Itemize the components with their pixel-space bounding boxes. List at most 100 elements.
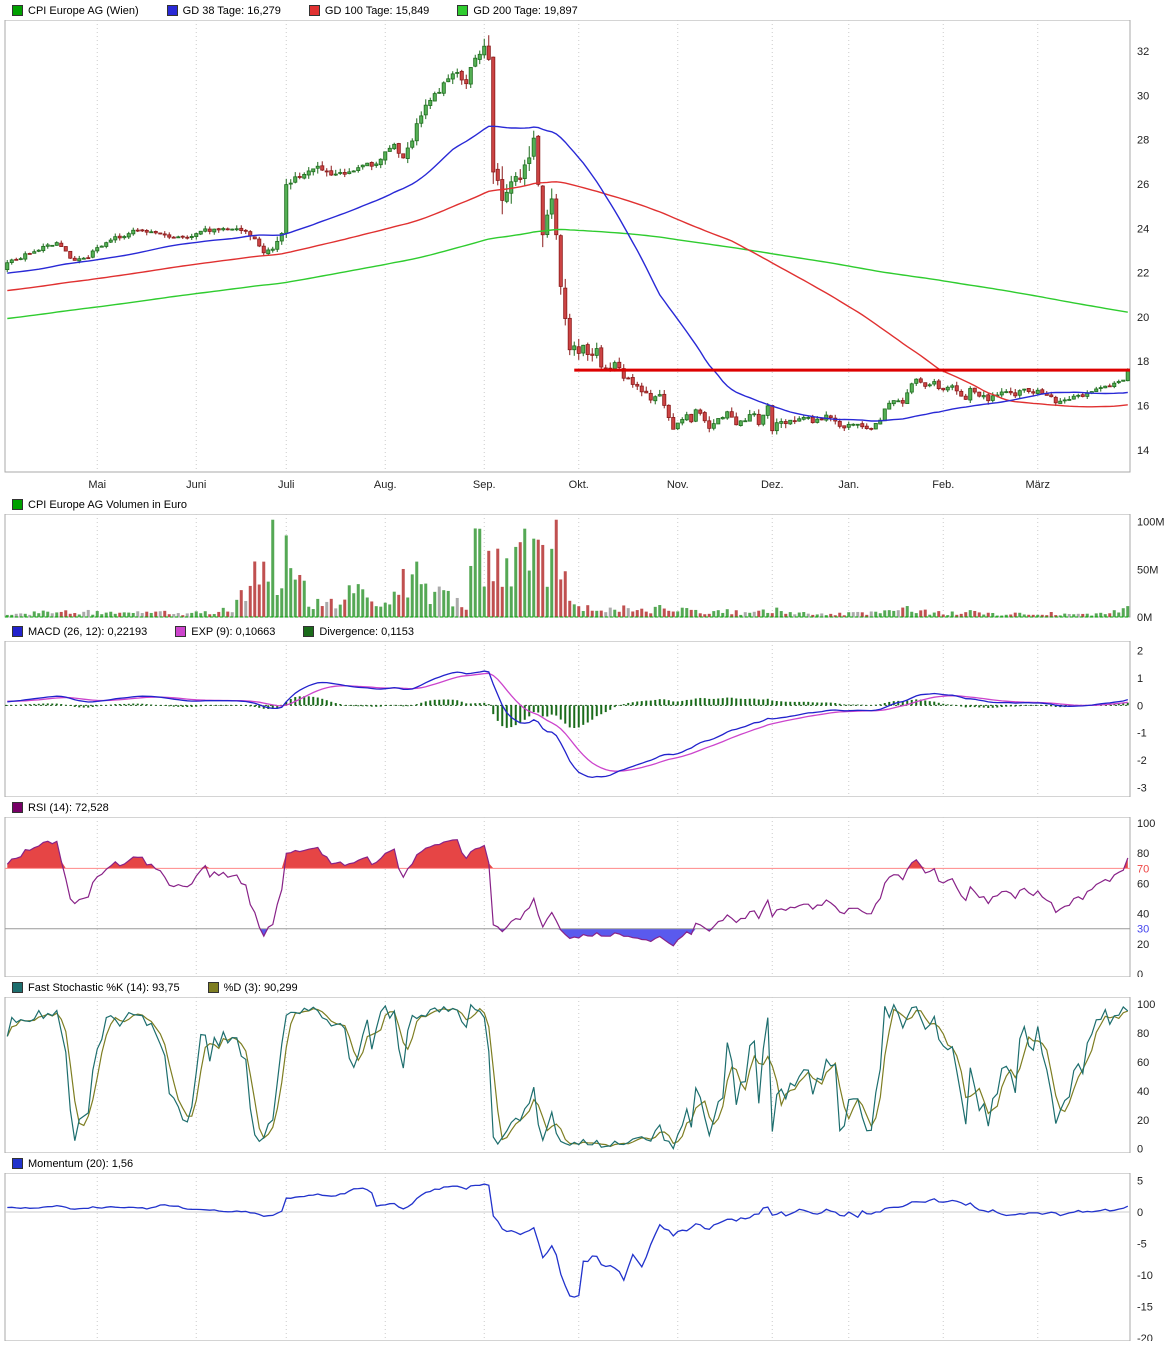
svg-text:Mai: Mai xyxy=(88,479,106,491)
svg-text:80: 80 xyxy=(1137,848,1149,860)
legend-item-price: CPI Europe AG (Wien) xyxy=(12,5,139,17)
svg-text:Nov.: Nov. xyxy=(667,479,689,491)
legend-item-gd100: GD 100 Tage: 15,849 xyxy=(308,4,430,17)
svg-text:-3: -3 xyxy=(1137,782,1147,794)
volume-label: CPI Europe AG Volumen in Euro xyxy=(28,498,187,511)
svg-text:16: 16 xyxy=(1137,401,1149,413)
legend-item-stoch-k: Fast Stochastic %K (14): 93,75 xyxy=(12,982,180,994)
gd100-swatch-icon xyxy=(308,5,320,16)
gd38-label: GD 38 Tage: 16,279 xyxy=(182,4,281,17)
rsi-legend: RSI (14): 72,528 xyxy=(0,797,1175,817)
svg-text:-1: -1 xyxy=(1137,728,1147,740)
svg-text:1: 1 xyxy=(1137,673,1143,685)
svg-text:60: 60 xyxy=(1137,1057,1149,1069)
svg-text:März: März xyxy=(1026,479,1050,491)
svg-text:Juli: Juli xyxy=(278,479,295,491)
svg-text:80: 80 xyxy=(1137,1028,1149,1040)
macd-label: MACD (26, 12): 0,22193 xyxy=(28,625,148,638)
svg-text:-5: -5 xyxy=(1137,1238,1147,1250)
momentum-swatch-icon xyxy=(12,1158,23,1169)
svg-text:Okt.: Okt. xyxy=(569,479,589,491)
svg-text:Sep.: Sep. xyxy=(473,479,496,491)
svg-text:20: 20 xyxy=(1137,312,1149,324)
main-chart-panel: CPI Europe AG (Wien) GD 38 Tage: 16,279 … xyxy=(0,0,1175,494)
svg-text:30: 30 xyxy=(1137,924,1149,936)
svg-text:Dez.: Dez. xyxy=(761,479,784,491)
momentum-panel: Momentum (20): 1,56 5 0 -5 -10 -15 -20 xyxy=(0,1153,1175,1341)
exp-swatch-icon xyxy=(175,626,187,637)
legend-item-volume: CPI Europe AG Volumen in Euro xyxy=(12,499,187,511)
momentum-chart: 5 0 -5 -10 -15 -20 xyxy=(4,1173,1153,1341)
volume-swatch-icon xyxy=(12,499,23,510)
rsi-swatch-icon xyxy=(12,802,23,813)
svg-text:Aug.: Aug. xyxy=(374,479,397,491)
exp-label: EXP (9): 0,10663 xyxy=(191,625,276,638)
svg-text:0: 0 xyxy=(1137,700,1143,712)
macd-swatch-icon xyxy=(12,626,23,637)
divergence-swatch-icon xyxy=(303,626,315,637)
svg-text:18: 18 xyxy=(1137,356,1149,368)
svg-text:26: 26 xyxy=(1137,179,1149,191)
price-series-label: CPI Europe AG (Wien) xyxy=(28,4,139,17)
volume-panel: CPI Europe AG Volumen in Euro 100M 50M 0M xyxy=(0,494,1175,621)
rsi-chart: 100 80 70 60 40 30 20 0 xyxy=(4,817,1155,977)
svg-text:24: 24 xyxy=(1137,223,1149,235)
legend-item-divergence: Divergence: 0,1153 xyxy=(303,626,414,638)
svg-text:2: 2 xyxy=(1137,646,1143,658)
svg-text:20: 20 xyxy=(1137,939,1149,951)
svg-text:100: 100 xyxy=(1137,818,1155,830)
price-series-swatch-icon xyxy=(12,5,23,16)
main-chart-legend: CPI Europe AG (Wien) GD 38 Tage: 16,279 … xyxy=(0,0,1175,20)
divergence-label: Divergence: 0,1153 xyxy=(319,625,415,638)
gd38-swatch-icon xyxy=(166,5,178,16)
svg-text:0: 0 xyxy=(1137,969,1143,977)
svg-text:-2: -2 xyxy=(1137,755,1147,767)
momentum-legend: Momentum (20): 1,56 xyxy=(0,1153,1175,1173)
svg-text:20: 20 xyxy=(1137,1115,1149,1127)
gd200-swatch-icon xyxy=(457,5,469,16)
macd-chart: 2 1 0 -1 -2 -3 xyxy=(4,641,1147,797)
svg-text:100: 100 xyxy=(1137,999,1155,1011)
svg-text:100M: 100M xyxy=(1137,517,1165,529)
gd200-label: GD 200 Tage: 19,897 xyxy=(473,4,578,17)
stoch-k-swatch-icon xyxy=(12,982,23,993)
stochastic-legend: Fast Stochastic %K (14): 93,75 %D (3): 9… xyxy=(0,977,1175,997)
svg-text:70: 70 xyxy=(1137,863,1149,875)
volume-legend: CPI Europe AG Volumen in Euro xyxy=(0,494,1175,514)
legend-item-rsi: RSI (14): 72,528 xyxy=(12,802,109,814)
svg-text:Jan.: Jan. xyxy=(838,479,859,491)
svg-text:0: 0 xyxy=(1137,1207,1143,1219)
gd100-label: GD 100 Tage: 15,849 xyxy=(324,4,430,17)
svg-text:40: 40 xyxy=(1137,909,1149,921)
macd-panel: MACD (26, 12): 0,22193 EXP (9): 0,10663 … xyxy=(0,621,1175,797)
stochastic-panel: Fast Stochastic %K (14): 93,75 %D (3): 9… xyxy=(0,977,1175,1153)
svg-text:-15: -15 xyxy=(1137,1301,1153,1313)
svg-text:-10: -10 xyxy=(1137,1270,1153,1282)
stoch-k-label: Fast Stochastic %K (14): 93,75 xyxy=(28,981,180,994)
legend-item-exp: EXP (9): 0,10663 xyxy=(175,626,275,638)
svg-text:0M: 0M xyxy=(1137,612,1152,621)
legend-item-macd: MACD (26, 12): 0,22193 xyxy=(12,626,147,638)
svg-text:14: 14 xyxy=(1137,445,1149,457)
legend-item-gd38: GD 38 Tage: 16,279 xyxy=(166,4,281,17)
legend-item-stoch-d: %D (3): 90,299 xyxy=(207,982,298,994)
rsi-panel: RSI (14): 72,528 100 80 70 60 40 30 20 0 xyxy=(0,797,1175,977)
svg-text:40: 40 xyxy=(1137,1086,1149,1098)
rsi-label: RSI (14): 72,528 xyxy=(28,801,109,814)
volume-bar-chart: 100M 50M 0M xyxy=(4,514,1165,621)
svg-text:Juni: Juni xyxy=(186,479,206,491)
stochastic-chart: 100 80 60 40 20 0 xyxy=(4,997,1155,1153)
svg-text:60: 60 xyxy=(1137,878,1149,890)
svg-text:22: 22 xyxy=(1137,268,1149,280)
legend-item-gd200: GD 200 Tage: 19,897 xyxy=(457,4,578,17)
svg-text:Feb.: Feb. xyxy=(932,479,954,491)
momentum-label: Momentum (20): 1,56 xyxy=(28,1157,134,1170)
svg-text:-20: -20 xyxy=(1137,1333,1153,1341)
stoch-d-swatch-icon xyxy=(207,982,219,993)
svg-text:5: 5 xyxy=(1137,1176,1143,1188)
macd-legend: MACD (26, 12): 0,22193 EXP (9): 0,10663 … xyxy=(0,621,1175,641)
svg-text:28: 28 xyxy=(1137,135,1149,147)
svg-text:30: 30 xyxy=(1137,90,1149,102)
svg-text:50M: 50M xyxy=(1137,564,1158,576)
